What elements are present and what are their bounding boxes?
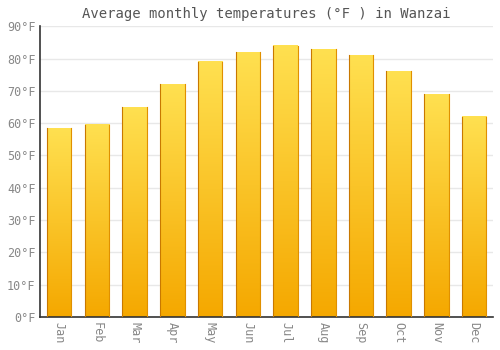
- Title: Average monthly temperatures (°F ) in Wanzai: Average monthly temperatures (°F ) in Wa…: [82, 7, 451, 21]
